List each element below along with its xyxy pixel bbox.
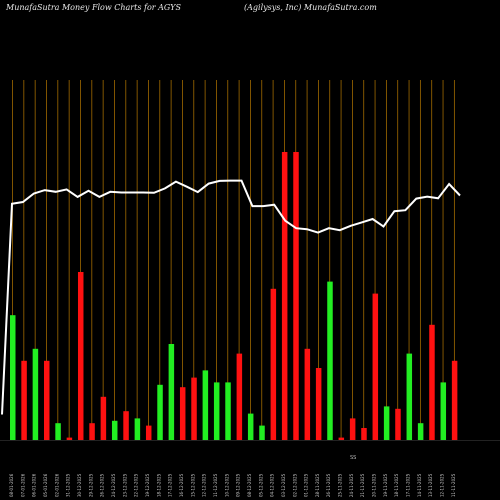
x-tick-label: 17-11-2025: [406, 473, 411, 497]
bar: [21, 360, 27, 440]
x-tick-label: 02-01-2026: [54, 473, 59, 497]
chart-title: MunafaSutra Money Flow Charts for AGYS: [6, 3, 181, 12]
bar: [395, 408, 401, 440]
bar: [270, 288, 277, 440]
bar: [406, 353, 413, 440]
x-tick-label: 23-12-2025: [122, 473, 127, 497]
x-tick-label: 02-12-2025: [292, 473, 297, 497]
x-tick-label: 13-11-2025: [428, 473, 433, 497]
x-tick-label: 25-11-2025: [338, 473, 343, 497]
bar: [145, 425, 152, 440]
bar: [383, 406, 390, 440]
x-tick-label: 11-12-2025: [213, 473, 218, 497]
x-tick-label: 31-12-2025: [66, 473, 71, 497]
bar: [134, 418, 141, 440]
x-tick-label: 16-12-2025: [179, 473, 184, 497]
chart-x-labels: 08-01-2026 07-01-2026 06-01-2026 05-01-2026…: [9, 473, 456, 497]
x-tick-label: 04-12-2025: [270, 473, 275, 497]
x-tick-label: 18-12-2025: [156, 473, 161, 497]
bar: [349, 418, 356, 440]
x-tick-label: 12-11-2025: [440, 473, 445, 497]
chart-bars: [0, 152, 500, 441]
x-tick-label: 26-12-2025: [100, 473, 105, 497]
chart-price-line: [1, 179, 461, 415]
bar: [179, 387, 186, 440]
bar: [361, 428, 367, 440]
bar: [213, 382, 220, 440]
chart-source: (Agilysys, Inc) MunafaSutra.com: [244, 3, 377, 12]
x-tick-label: 29-12-2025: [88, 473, 93, 497]
x-tick-label: 30-12-2025: [77, 473, 82, 497]
x-tick-label: 05-12-2025: [258, 473, 263, 497]
x-tick-label: 21-11-2025: [360, 473, 365, 497]
x-tick-label: 14-11-2025: [417, 473, 422, 497]
x-tick-label: 17-12-2025: [168, 473, 173, 497]
x-tick-label: 26-11-2025: [326, 473, 331, 497]
x-tick-label: 09-12-2025: [236, 473, 241, 497]
x-tick-label: 28-11-2025: [315, 473, 320, 497]
x-tick-label: 05-01-2026: [43, 473, 48, 497]
bar: [293, 152, 299, 440]
bar: [451, 360, 458, 440]
x-tick-label: 22-12-2025: [134, 473, 139, 497]
x-tick-label: 24-12-2025: [111, 473, 116, 497]
bar: [338, 437, 345, 440]
bar: [417, 423, 424, 440]
bar: [89, 423, 95, 440]
bar: [123, 411, 129, 440]
x-tick-label: 08-12-2025: [247, 473, 252, 497]
bar: [440, 382, 447, 440]
x-tick-label: 19-11-2025: [383, 473, 388, 497]
bar: [247, 413, 254, 440]
bar: [100, 396, 107, 440]
x-tick-label: 12-12-2025: [202, 473, 207, 497]
bar: [10, 315, 16, 440]
bar: [202, 370, 209, 440]
bar: [43, 360, 50, 440]
x-tick-label: 18-11-2025: [394, 473, 399, 497]
x-tick-label: 20-11-2025: [372, 473, 377, 497]
bar: [327, 281, 333, 440]
chart-marker-text: SS: [350, 455, 356, 461]
bar: [55, 423, 61, 440]
bar: [157, 384, 163, 440]
bar: [372, 293, 379, 440]
x-tick-label: 08-01-2026: [9, 473, 14, 497]
price-line: [1, 179, 461, 415]
x-tick-label: 06-01-2026: [32, 473, 37, 497]
bar: [315, 368, 322, 440]
x-tick-label: 19-12-2025: [145, 473, 150, 497]
bar: [259, 425, 265, 440]
x-tick-label: 15-12-2025: [190, 473, 195, 497]
bar: [281, 152, 288, 440]
bar: [77, 272, 84, 440]
bar: [66, 437, 73, 440]
bar: [304, 348, 311, 440]
bar: [168, 344, 175, 440]
x-tick-label: 24-11-2025: [349, 473, 354, 497]
bar: [225, 382, 231, 440]
x-tick-label: 01-12-2025: [304, 473, 309, 497]
x-tick-label: 11-11-2025: [451, 473, 456, 497]
bar: [191, 377, 197, 440]
bar: [111, 420, 118, 440]
x-tick-label: 10-12-2025: [224, 473, 229, 497]
x-tick-label: 03-12-2025: [281, 473, 286, 497]
bar: [32, 348, 39, 440]
x-tick-label: 07-01-2026: [20, 473, 25, 497]
bar: [236, 353, 243, 440]
bar: [429, 324, 435, 440]
